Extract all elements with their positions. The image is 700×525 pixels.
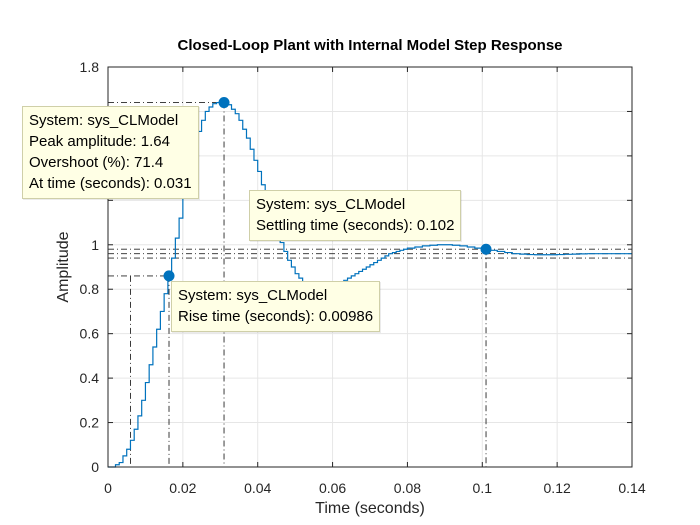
datatip-markers[interactable] [163,97,492,282]
datatip-peak-time: At time (seconds): 0.031 [29,175,192,192]
datatip-peak[interactable]: System: sys_CLModel Peak amplitude: 1.64… [22,106,199,199]
y-tick-label: 0.8 [80,281,100,297]
x-tick-label: 0.02 [169,480,196,496]
y-tick-label: 0.4 [80,370,100,386]
rise-time-marker[interactable] [163,270,175,282]
datatip-rise-system: System: sys_CLModel [178,287,328,304]
y-tick-label: 0.2 [80,415,100,431]
y-tick-label: 1.8 [80,59,100,75]
datatip-rise[interactable]: System: sys_CLModel Rise time (seconds):… [171,281,381,332]
datatip-settling-system: System: sys_CLModel [256,196,406,213]
y-tick-label: 0.6 [80,326,100,342]
x-tick-label: 0.1 [473,480,493,496]
datatip-peak-overshoot: Overshoot (%): 71.4 [29,154,164,171]
x-axis-label: Time (seconds) [315,500,425,517]
y-tick-label: 0 [91,459,99,475]
settling-time-marker[interactable] [480,243,492,255]
tick-labels: 0 0.02 0.04 0.06 0.08 0.1 0.12 0.14 0 0.2 0.4 0.6 0.… [80,59,646,496]
datatip-rise-time: Rise time (seconds): 0.00986 [178,308,374,325]
chart-title: Closed-Loop Plant with Internal Model St… [177,37,562,54]
datatip-peak-system: System: sys_CLModel [29,112,179,129]
x-tick-label: 0.14 [618,480,645,496]
x-tick-label: 0.04 [244,480,271,496]
y-axis-label: Amplitude [55,231,72,302]
datatip-settling[interactable]: System: sys_CLModel Settling time (secon… [249,190,462,241]
ticks [107,66,633,468]
x-tick-label: 0 [104,480,112,496]
x-tick-label: 0.06 [319,480,346,496]
y-tick-label: 1 [91,237,99,253]
datatip-settling-time: Settling time (seconds): 0.102 [256,217,455,234]
peak-marker[interactable] [218,97,230,109]
x-tick-label: 0.08 [394,480,421,496]
x-tick-label: 0.12 [544,480,571,496]
axes-box [107,66,633,468]
datatip-peak-amplitude: Peak amplitude: 1.64 [29,133,170,150]
